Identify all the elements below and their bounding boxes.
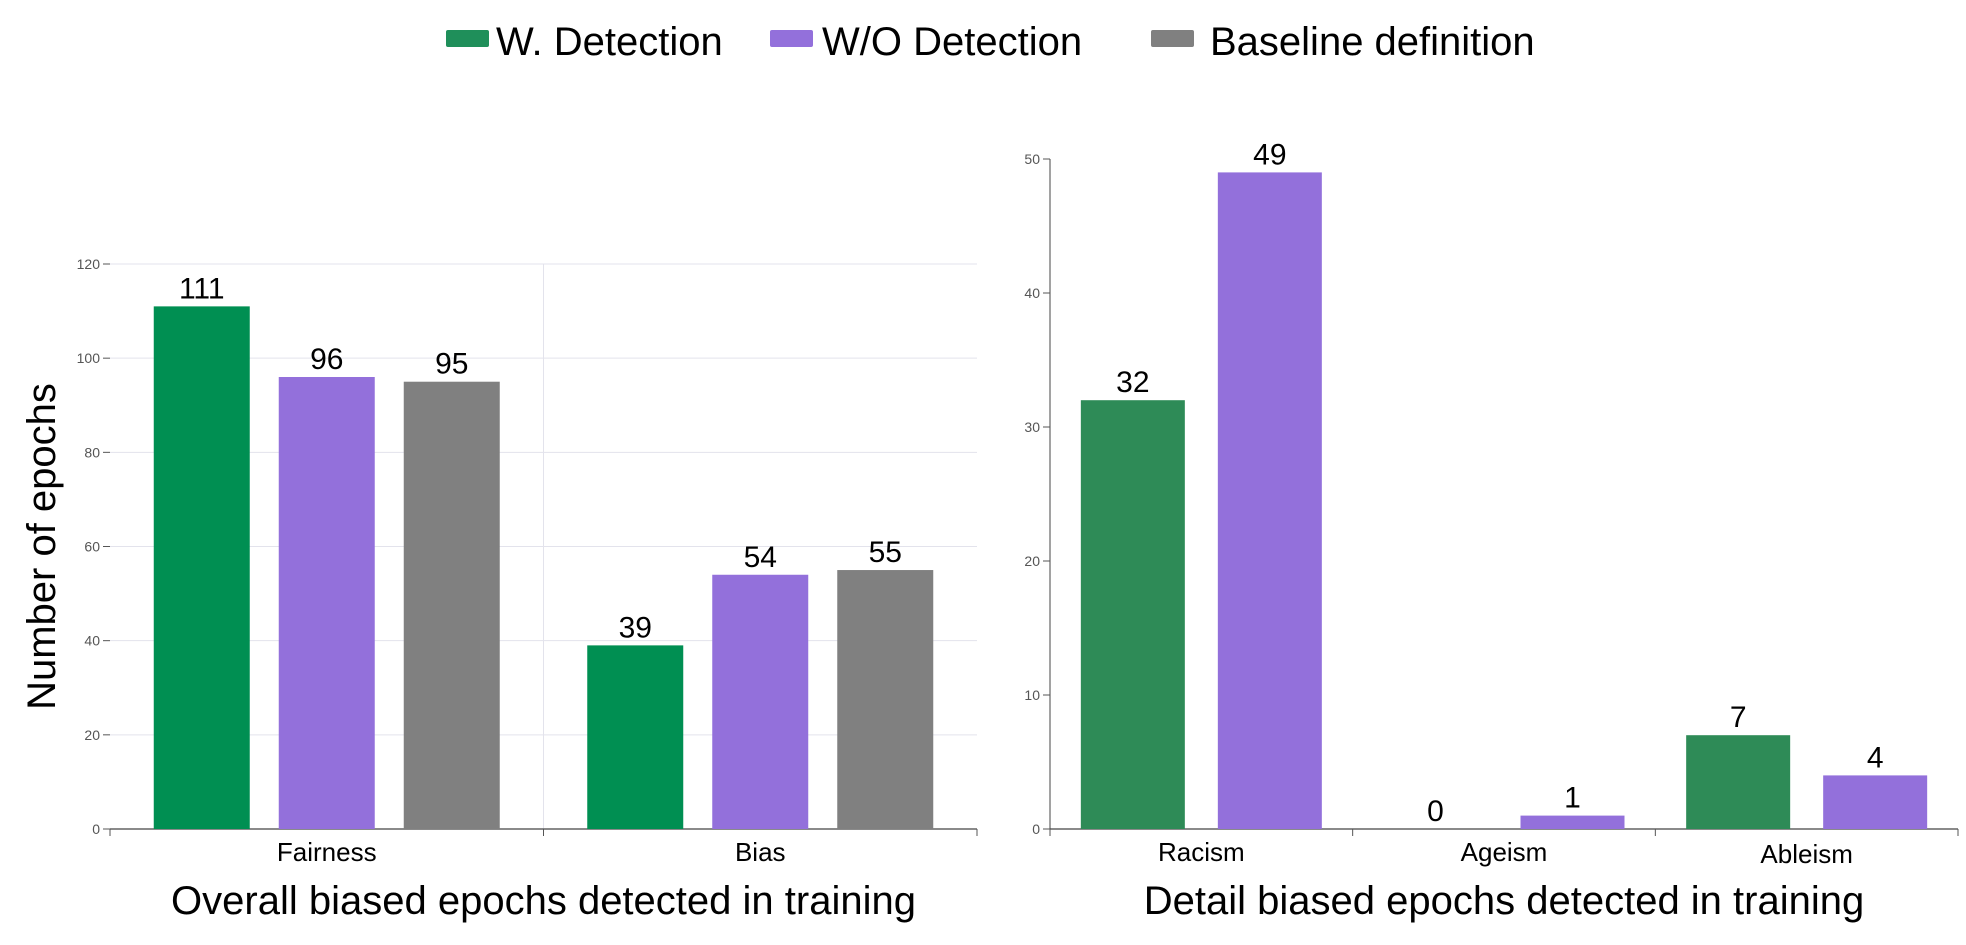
y-tick-label: 120 [77, 256, 101, 272]
value-label-racism-w-o-detection: 49 [1253, 138, 1286, 171]
value-label-racism-w-detection: 32 [1116, 366, 1149, 399]
value-label-fairness-baseline-definition: 95 [435, 348, 468, 381]
bar-ableism-w-detection [1686, 735, 1791, 829]
chart-overall-biased-epochs: 0 20 40 60 80 100 120 Fairness 111 96 95 Bias 39 54 55… [20, 256, 978, 923]
value-label-ableism-w-detection: 7 [1730, 701, 1747, 734]
category-label-ageism: Ageism [1461, 837, 1548, 867]
bar-bias-baseline-definition [837, 570, 934, 829]
y-tick-label: 40 [84, 633, 100, 649]
x-axis-title: Detail biased epochs detected in trainin… [1144, 879, 1864, 923]
legend-swatch-w-o-detection [770, 30, 813, 47]
value-label-fairness-w-o-detection: 96 [310, 343, 343, 376]
y-tick-label: 20 [84, 727, 100, 743]
bar-ageism-w-o-detection [1520, 815, 1625, 829]
bar-fairness-w-detection [153, 306, 250, 829]
legend-item-baseline-definition: Baseline definition [1151, 20, 1535, 64]
y-tick-label: 100 [77, 350, 101, 366]
bar-ableism-w-o-detection [1823, 775, 1928, 829]
category-label-bias: Bias [735, 837, 786, 867]
category-label-ableism: Ableism [1760, 839, 1852, 869]
x-axis-title: Overall biased epochs detected in traini… [171, 879, 916, 923]
value-label-bias-w-o-detection: 54 [744, 541, 777, 574]
legend-swatch-w-detection [446, 30, 489, 47]
y-tick-label: 0 [1032, 821, 1040, 837]
y-tick-label: 80 [84, 444, 100, 460]
y-axis-title: Number of epochs [20, 383, 64, 710]
bar-racism-w-detection [1080, 400, 1185, 829]
bar-racism-w-o-detection [1217, 172, 1322, 829]
legend: W. Detection W/O Detection Baseline defini… [446, 20, 1535, 64]
y-tick-label: 0 [92, 821, 100, 837]
category-label-fairness: Fairness [277, 837, 377, 867]
chart-detail-biased-epochs: 0 10 20 30 40 50 Racism 32 49 Ageism 0 1 Ableism 7 4 De… [1024, 138, 1959, 923]
y-tick-label: 20 [1024, 553, 1040, 569]
legend-item-w-detection: W. Detection [446, 20, 723, 64]
category-label-racism: Racism [1158, 837, 1245, 867]
value-label-fairness-w-detection: 111 [179, 272, 225, 305]
legend-swatch-baseline-definition [1151, 30, 1194, 47]
legend-label-baseline-definition: Baseline definition [1210, 20, 1535, 64]
y-tick-label: 10 [1024, 687, 1040, 703]
bar-bias-w-o-detection [712, 574, 809, 829]
value-label-bias-baseline-definition: 55 [869, 536, 902, 569]
value-label-ageism-w-detection: 0 [1427, 795, 1444, 828]
y-tick-label: 50 [1024, 151, 1040, 167]
value-label-ageism-w-o-detection: 1 [1564, 782, 1581, 815]
legend-label-w-o-detection: W/O Detection [822, 20, 1082, 64]
y-tick-label: 40 [1024, 285, 1040, 301]
y-tick-label: 30 [1024, 419, 1040, 435]
value-label-bias-w-detection: 39 [619, 611, 652, 644]
y-tick-label: 60 [84, 539, 100, 555]
value-label-ableism-w-o-detection: 4 [1867, 741, 1884, 774]
bar-fairness-baseline-definition [403, 381, 500, 829]
bar-bias-w-detection [587, 645, 684, 829]
bar-fairness-w-o-detection [278, 377, 375, 829]
legend-label-w-detection: W. Detection [496, 20, 723, 64]
legend-item-w-o-detection: W/O Detection [770, 20, 1082, 64]
